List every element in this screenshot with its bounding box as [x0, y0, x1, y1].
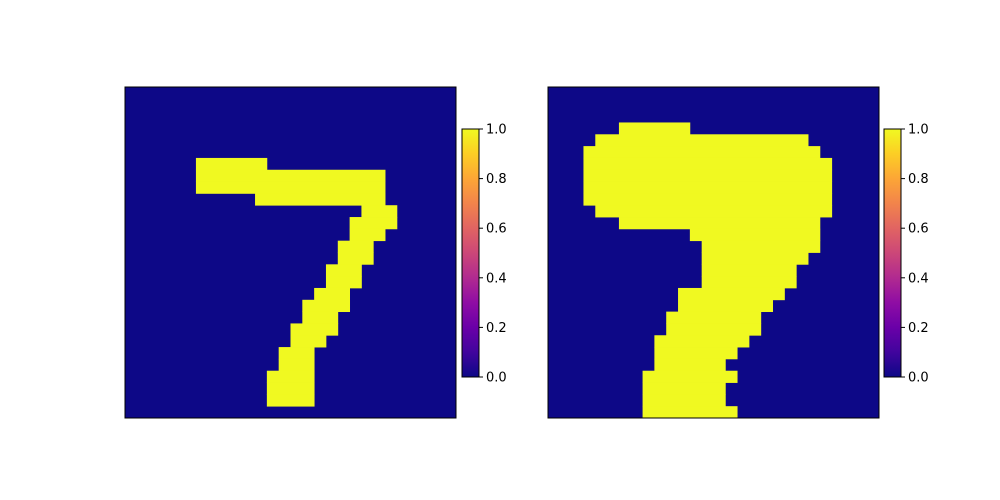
- heatmap-cell-run: [654, 347, 738, 360]
- heatmap-cell-run: [583, 157, 833, 171]
- heatmap-panel-1: [124, 86, 457, 419]
- heatmap-cell-run: [337, 240, 374, 253]
- colorbar-2-frame: [883, 128, 902, 378]
- heatmap-cell-run: [654, 335, 750, 348]
- heatmap-cell-run: [701, 240, 821, 253]
- heatmap-cell-run: [642, 394, 726, 407]
- heatmap-cell-run: [666, 323, 762, 336]
- colorbar-1-gradient: [462, 129, 479, 377]
- colorbar-tick-label: 0.0: [908, 371, 929, 386]
- colorbar-tick-label: 0.0: [486, 371, 507, 386]
- heatmap-cell-run: [290, 323, 339, 336]
- heatmap-cell-run: [701, 264, 797, 277]
- heatmap-cell-run: [302, 311, 339, 324]
- heatmap-cell-run: [701, 276, 797, 289]
- colorbar-tick-label: 0.6: [486, 222, 507, 237]
- colorbar-tick-label: 0.4: [908, 271, 929, 286]
- heatmap-cell-run: [195, 181, 386, 194]
- heatmap-cell-run: [266, 370, 315, 383]
- heatmap-cell-run: [361, 205, 398, 218]
- colorbar-tick-label: 0.2: [908, 321, 929, 336]
- colorbar-2-gradient: [884, 129, 901, 377]
- heatmap-cell-run: [642, 406, 738, 419]
- colorbar-2-ticks: 0.0 0.2 0.4 0.6 0.8 1.0: [901, 123, 929, 386]
- colorbar-tick-label: 1.0: [486, 123, 507, 138]
- heatmap-cell-run: [278, 347, 315, 360]
- heatmap-2-frame: [547, 86, 880, 419]
- heatmap-cell-run: [583, 146, 821, 159]
- heatmap-cell-run: [642, 370, 738, 383]
- heatmap-panel-2: [547, 86, 880, 419]
- heatmap-cell-run: [583, 181, 833, 194]
- colorbar-1-frame: [461, 128, 480, 378]
- heatmap-cell-run: [266, 382, 315, 395]
- heatmap-cell-run: [195, 157, 268, 171]
- heatmap-cell-run: [266, 394, 315, 407]
- heatmap-cell-run: [618, 122, 691, 135]
- colorbar-tick-label: 0.6: [908, 222, 929, 237]
- heatmap-cell-run: [666, 311, 762, 324]
- heatmap-cell-run: [290, 335, 327, 348]
- heatmap-cell-run: [678, 287, 785, 301]
- heatmap-cell-run: [701, 252, 809, 265]
- colorbar-tick-label: 0.4: [486, 271, 507, 286]
- colorbar-tick-label: 0.8: [486, 172, 507, 187]
- colorbar-1: 0.0 0.2 0.4 0.6 0.8 1.0: [461, 123, 507, 386]
- heatmap-cell-run: [642, 382, 726, 395]
- heatmap-cell-run: [195, 169, 386, 182]
- heatmap-cell-run: [255, 193, 386, 206]
- heatmap-1-cells: [195, 157, 398, 407]
- heatmap-cell-run: [583, 169, 833, 182]
- colorbar-2: 0.0 0.2 0.4 0.6 0.8 1.0: [883, 123, 929, 386]
- heatmap-cell-run: [325, 276, 362, 289]
- heatmap-cell-run: [678, 299, 774, 313]
- heatmap-cell-run: [349, 217, 398, 230]
- heatmap-cell-run: [337, 252, 374, 265]
- colorbar-tick-label: 1.0: [908, 123, 929, 138]
- heatmap-cell-run: [689, 228, 821, 242]
- heatmap-cell-run: [302, 299, 351, 313]
- colorbar-tick-label: 0.2: [486, 321, 507, 336]
- heatmap-1-frame: [124, 86, 457, 419]
- heatmap-cell-run: [583, 193, 833, 206]
- heatmap-2-cells: [583, 122, 833, 419]
- colorbar-tick-label: 0.8: [908, 172, 929, 187]
- colorbar-1-ticks: 0.0 0.2 0.4 0.6 0.8 1.0: [479, 123, 507, 386]
- heatmap-cell-run: [325, 264, 362, 277]
- heatmap-cell-run: [654, 358, 726, 372]
- heatmap-cell-run: [618, 217, 821, 230]
- heatmap-cell-run: [595, 205, 833, 218]
- heatmap-cell-run: [314, 287, 350, 301]
- heatmap-cell-run: [349, 228, 386, 242]
- heatmap-cell-run: [278, 358, 315, 372]
- heatmap-cell-run: [595, 134, 809, 147]
